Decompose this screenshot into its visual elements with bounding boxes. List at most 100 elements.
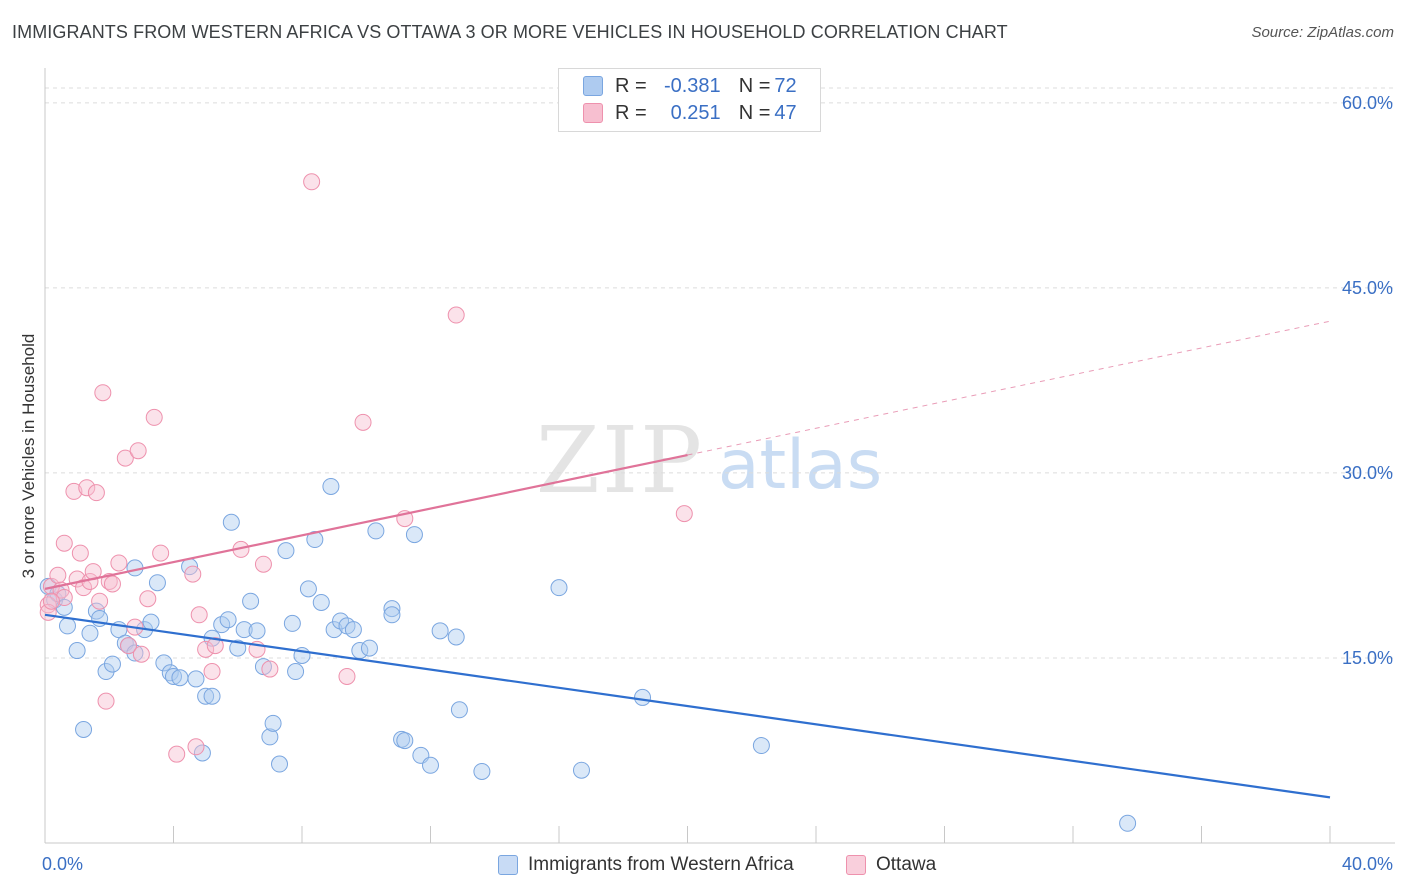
point-western-africa [396,732,414,750]
point-ottawa [91,592,109,610]
point-western-africa [277,542,295,560]
point-ottawa [197,640,215,658]
point-western-africa [1119,814,1137,832]
point-ottawa [65,482,83,500]
point-ottawa [94,384,112,402]
point-western-africa [312,593,330,611]
y-tick-label: 60.0% [1342,93,1393,113]
point-ottawa [129,442,147,460]
point-ottawa [139,590,157,608]
r-value: 0.251 [670,101,721,124]
r-value: -0.381 [663,74,721,97]
point-ottawa [206,637,224,655]
point-western-africa [344,621,362,639]
point-western-africa [229,639,247,657]
r-label: R = [615,101,647,124]
trend-lines [44,320,1331,799]
point-ottawa [55,589,73,607]
point-western-africa [142,613,160,631]
y-tick-label: 15.0% [1342,648,1393,668]
point-western-africa [752,737,770,755]
point-western-africa [367,522,385,540]
point-western-africa [287,663,305,681]
series-legend-item-2: Ottawa [846,852,936,878]
point-western-africa [197,687,215,705]
point-western-africa [360,639,378,657]
point-ottawa [100,572,118,590]
point-western-africa [634,688,652,706]
point-western-africa [58,617,76,635]
point-ottawa [87,484,105,502]
point-western-africa [171,669,189,687]
series-legend-label: Ottawa [876,854,937,875]
n-label: N = [738,101,771,124]
data-points [39,173,1137,832]
point-western-africa [299,580,317,598]
y-axis-label: 3 or more Vehicles in Household [19,334,38,579]
point-ottawa [168,745,186,763]
point-western-africa [68,642,86,660]
point-ottawa [110,554,128,572]
series-legend-item-1: Immigrants from Western Africa [498,852,794,878]
point-western-africa [193,744,211,762]
point-western-africa [103,655,121,673]
point-ottawa [116,449,134,467]
point-western-africa [148,574,166,592]
point-ottawa [42,592,60,610]
stats-legend-row-2: R = 0.251 N = 47 [583,101,797,125]
point-ottawa [254,555,272,573]
point-ottawa [78,479,96,497]
point-ottawa [675,505,693,523]
r-label: R = [615,74,647,97]
x-tick-label: 0.0% [42,854,83,874]
point-western-africa [422,756,439,774]
point-western-africa [405,526,423,544]
axes [44,68,1395,844]
point-western-africa [550,579,568,597]
point-ottawa [447,306,465,324]
legend-swatch-blue [583,76,603,96]
point-ottawa [184,565,202,583]
point-western-africa [165,667,182,685]
trend-line-western-africa [44,613,1331,799]
point-ottawa [338,667,356,685]
watermark-zip: ZIP [536,407,704,514]
point-western-africa [271,755,289,773]
point-western-africa [431,622,449,640]
point-western-africa [383,606,401,624]
tick-labels: 15.0% 30.0% 45.0% 60.0% 0.0% 40.0% [42,93,1393,874]
point-ottawa [49,566,67,584]
point-western-africa [248,622,266,640]
point-ottawa [132,645,150,663]
gridlines [45,87,1395,659]
point-ottawa [97,692,115,710]
trend-line-ottawa-extension [687,320,1331,456]
n-value: 72 [774,74,797,97]
stats-legend-row-1: R = -0.381 N = 72 [583,74,797,98]
point-western-africa [75,721,93,739]
watermark-atlas: atlas [718,426,882,505]
n-label: N = [738,74,771,97]
point-western-africa [447,628,465,646]
point-western-africa [235,621,253,639]
point-western-africa [219,611,237,629]
point-western-africa [322,477,340,495]
chart-title: IMMIGRANTS FROM WESTERN AFRICA VS OTTAWA… [12,22,1008,42]
x-tick-label: 40.0% [1342,854,1393,874]
point-western-africa [306,531,324,549]
legend-swatch-pink [583,103,603,123]
point-ottawa [120,637,138,655]
point-ottawa [71,544,89,562]
y-tick-label: 30.0% [1342,463,1393,483]
point-western-africa [473,762,491,780]
series-swatch-pink [846,855,866,875]
source-note: Source: ZipAtlas.com [1251,24,1394,41]
point-western-africa [81,624,99,642]
point-ottawa [203,663,221,681]
point-western-africa [222,513,240,531]
point-ottawa [152,544,170,562]
y-tick-label: 45.0% [1342,278,1393,298]
point-western-africa [383,600,401,618]
point-ottawa [145,408,163,426]
